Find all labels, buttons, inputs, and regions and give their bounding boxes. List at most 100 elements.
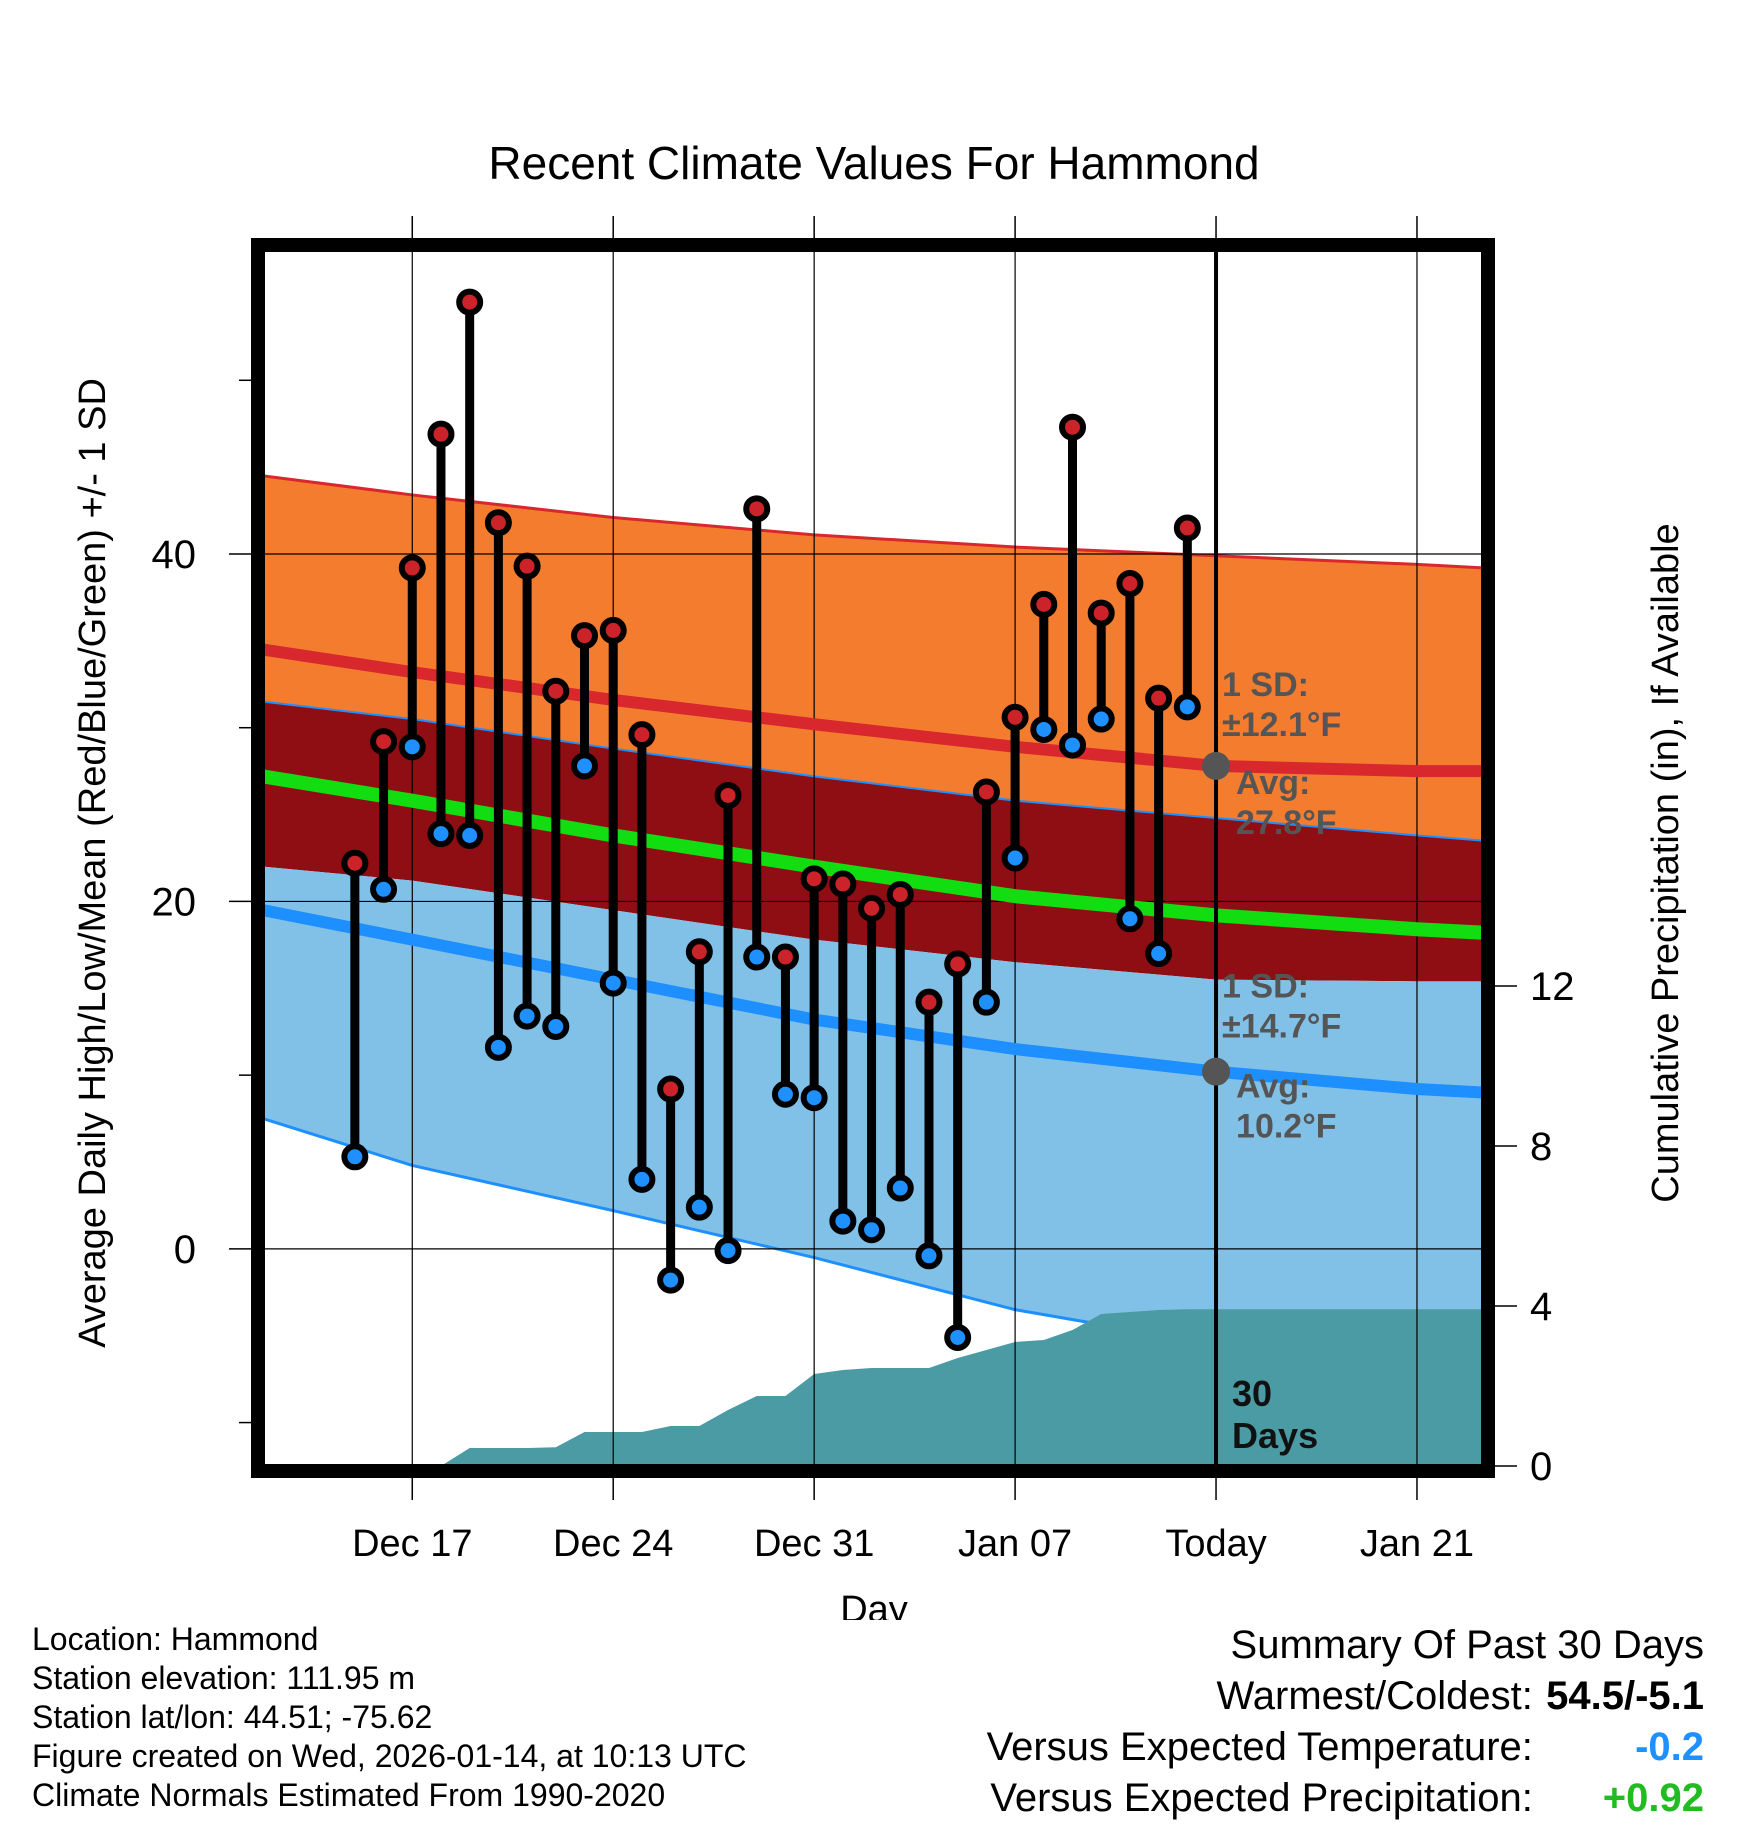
daily-low-marker [657,1266,685,1294]
x-tick-label: Dec 24 [553,1523,673,1565]
daily-low-marker [628,1165,656,1193]
plot-frame [251,238,1495,1478]
y-tick-label-right: 8 [1530,1125,1552,1169]
temp-label: Versus Expected Temperature: [986,1725,1533,1769]
daily-low-marker [1087,705,1115,733]
daily-low-marker [398,733,426,761]
daily-high-marker [542,677,570,705]
summary-temp-row: Versus Expected Temperature: -0.2 [987,1722,1704,1773]
daily-high-marker [1001,703,1029,731]
y-tick-label-right: 0 [1530,1445,1552,1489]
summary-panel: Summary Of Past 30 Days Warmest/Coldest:… [987,1620,1704,1824]
daily-low-marker [571,752,599,780]
low-avg-dot [1202,1057,1231,1086]
daily-low-marker [370,875,398,903]
daily-low-marker [743,943,771,971]
daily-low-marker [944,1323,972,1351]
daily-high-marker [599,616,627,644]
daily-low-marker [599,969,627,997]
daily-low-marker [1001,844,1029,872]
daily-high-marker [628,721,656,749]
daily-low-marker [915,1242,943,1270]
daily-high-marker [571,622,599,650]
station-info: Location: Hammond Station elevation: 111… [32,1620,746,1815]
daily-high-marker [1087,599,1115,627]
precip-area [354,1309,1483,1466]
climate-chart: Recent Climate Values For Hammond 1 SD:±… [72,137,1687,1620]
daily-high-marker [456,288,484,316]
low-avg-value: 10.2°F [1236,1108,1337,1146]
daily-low-marker [484,1033,512,1061]
precip-value: +0.92 [1602,1776,1704,1820]
days-count-label: 30 [1232,1373,1272,1414]
daily-high-marker [657,1075,685,1103]
daily-high-marker [341,849,369,877]
y-tick-label-left: 20 [152,880,197,924]
daily-high-marker [858,894,886,922]
daily-low-marker [972,988,1000,1016]
daily-high-marker [886,880,914,908]
normals-text: Climate Normals Estimated From 1990-2020 [32,1777,666,1813]
daily-high-marker [915,988,943,1016]
elevation-text: Station elevation: 111.95 m [32,1660,416,1696]
daily-low-marker [714,1237,742,1265]
daily-low-marker [1059,731,1087,759]
created-text: Figure created on Wed, 2026-01-14, at 10… [32,1738,747,1774]
y-tick-label-left: 40 [152,533,197,577]
daily-low-marker [1173,693,1201,721]
daily-low-marker [771,1080,799,1108]
daily-low-marker [1145,940,1173,968]
daily-high-marker [1030,590,1058,618]
daily-low-marker [829,1207,857,1235]
daily-low-marker [685,1193,713,1221]
daily-low-marker [427,820,455,848]
high-sd-value: ±12.1°F [1222,706,1341,744]
daily-high-marker [1059,413,1087,441]
high-avg-dot [1202,751,1231,780]
daily-high-marker [771,943,799,971]
daily-high-marker [1116,570,1144,598]
temp-value: -0.2 [1635,1725,1704,1769]
low-sd-value: ±14.7°F [1222,1008,1341,1046]
summary-title: Summary Of Past 30 Days [1230,1623,1704,1667]
daily-high-marker [370,728,398,756]
x-tick-label: Dec 17 [352,1523,472,1565]
high-avg-value: 27.8°F [1236,804,1337,842]
warmest-value: 54.5/-5.1 [1546,1674,1704,1718]
daily-low-marker [800,1084,828,1112]
daily-high-marker [685,938,713,966]
summary-warmest-row: Warmest/Coldest: 54.5/-5.1 [987,1671,1705,1722]
normal-high-line [263,643,1483,778]
daily-low-marker [341,1143,369,1171]
daily-high-marker [944,950,972,978]
x-tick-label: Dec 31 [754,1523,874,1565]
low-sd-label: 1 SD: [1222,968,1309,1006]
chart-title: Recent Climate Values For Hammond [488,137,1259,189]
daily-low-marker [858,1216,886,1244]
daily-high-marker [484,509,512,537]
daily-high-marker [972,778,1000,806]
mean-sd-upper-line [263,700,1483,842]
x-tick-label: Jan 07 [958,1523,1072,1565]
warmest-label: Warmest/Coldest: [1216,1674,1533,1718]
daily-high-marker [1145,684,1173,712]
y-tick-label-left: 0 [174,1228,196,1272]
location-text: Location: Hammond [32,1621,319,1657]
daily-low-marker [1030,715,1058,743]
summary-precip-row: Versus Expected Precipitation: +0.92 [987,1773,1704,1824]
daily-high-marker [1173,514,1201,542]
normal-mean-line [263,769,1483,940]
y-axis-left-label: Average Daily High/Low/Mean (Red/Blue/Gr… [72,378,114,1348]
daily-high-marker [714,781,742,809]
daily-high-marker [743,495,771,523]
daily-low-marker [1116,905,1144,933]
high-avg-label: Avg: [1236,764,1310,802]
low-avg-label: Avg: [1236,1068,1310,1106]
precip-label: Versus Expected Precipitation: [990,1776,1533,1820]
latlon-text: Station lat/lon: 44.51; -75.62 [32,1699,433,1735]
daily-high-marker [800,865,828,893]
daily-low-marker [456,821,484,849]
daily-low-marker [513,1002,541,1030]
high-sd-label: 1 SD: [1222,666,1309,704]
